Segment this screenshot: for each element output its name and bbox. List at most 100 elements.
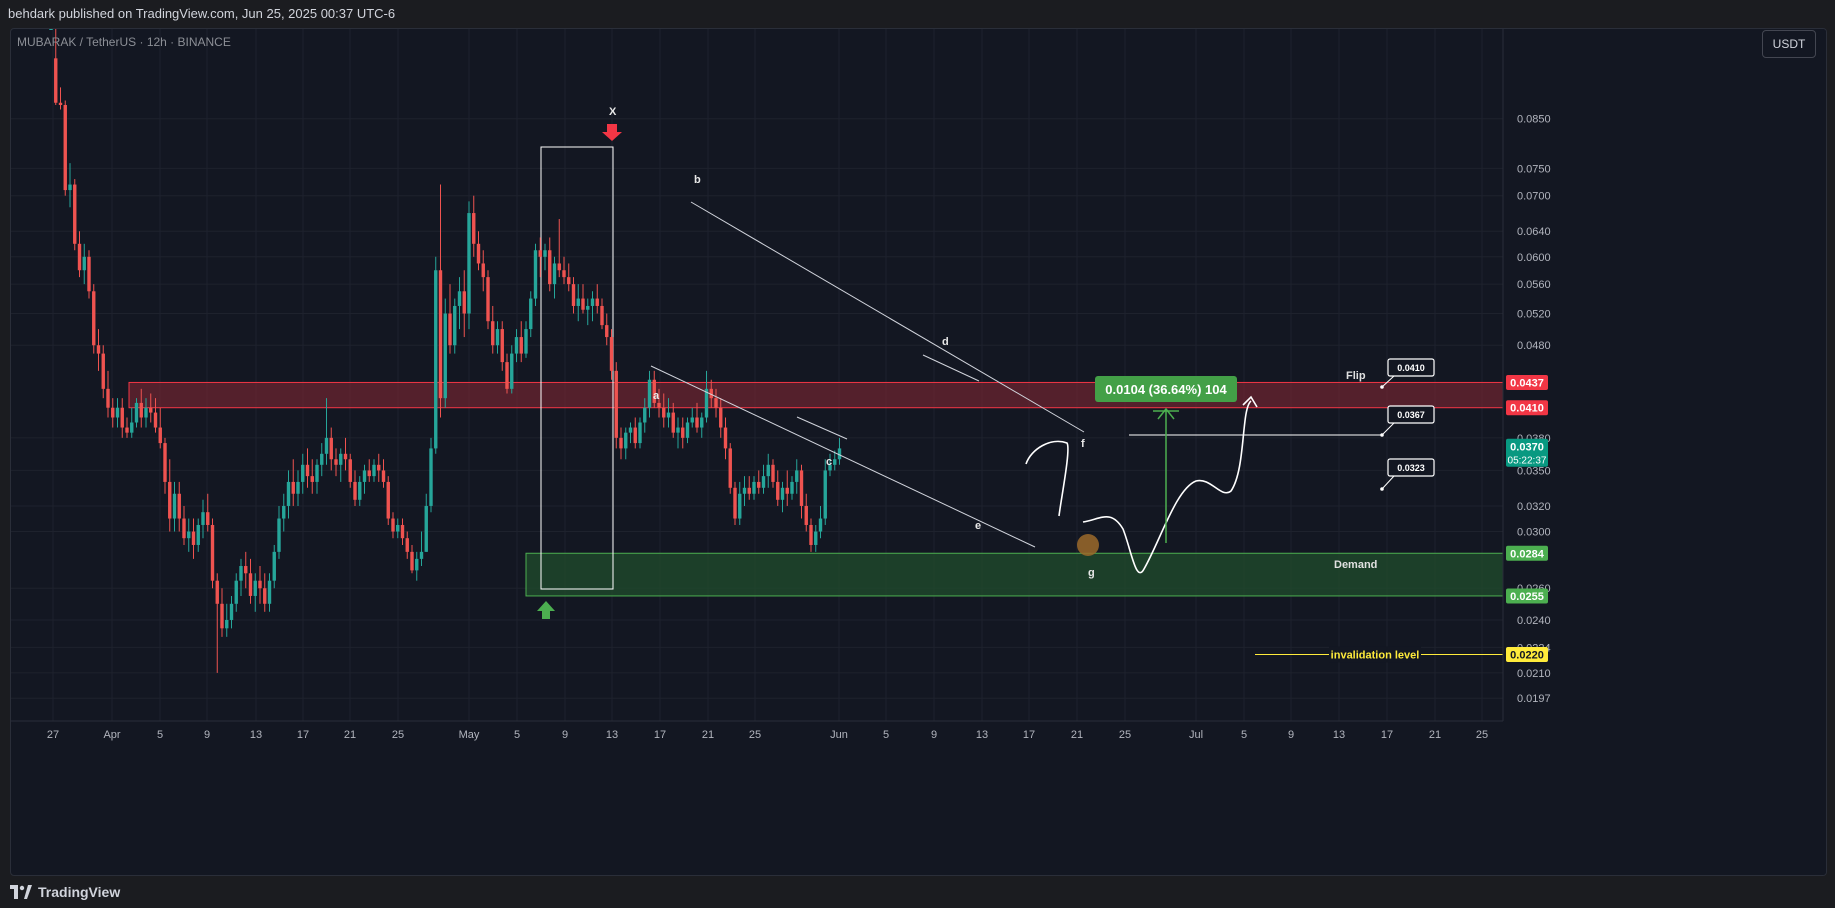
invalidation-label-bg xyxy=(1329,646,1421,663)
x-tick-label: 25 xyxy=(749,729,761,741)
candle-body xyxy=(258,580,262,589)
x-tick-label: 13 xyxy=(606,729,618,741)
candle-body xyxy=(600,305,604,326)
candle-body xyxy=(220,603,224,629)
y-tick-label: 0.0560 xyxy=(1517,279,1551,291)
candle-body xyxy=(139,402,143,418)
measure-arrow-icon xyxy=(1157,407,1175,420)
candle-body xyxy=(282,505,286,519)
candle-body xyxy=(571,284,576,306)
currency-button[interactable]: USDT xyxy=(1762,30,1816,58)
candle-body xyxy=(130,422,134,433)
y-tick-label: 0.0197 xyxy=(1517,693,1551,705)
x-tick-label: 9 xyxy=(1288,729,1294,741)
x-tick-label: 17 xyxy=(1023,729,1035,741)
candle-body xyxy=(239,566,243,581)
impulse-box xyxy=(540,146,614,590)
y-tick-label: 0.0750 xyxy=(1517,163,1551,175)
wave-label-X: X xyxy=(609,106,617,118)
candle-body xyxy=(823,470,827,519)
candle-body xyxy=(666,412,671,418)
price-label-box xyxy=(1506,374,1548,390)
x-tick-label: Apr xyxy=(103,729,120,741)
x-tick-label: 5 xyxy=(157,729,163,741)
candle-body xyxy=(619,437,623,449)
candle-body xyxy=(153,412,158,428)
symbol-label: MUBARAK / TetherUS · 12h · BINANCE xyxy=(17,35,231,49)
candle-body xyxy=(738,493,742,519)
candle-body xyxy=(657,402,661,408)
tradingview-logo[interactable]: TradingView xyxy=(10,884,120,900)
candle-body xyxy=(505,362,509,389)
price-label-box xyxy=(1506,438,1548,467)
candle-body xyxy=(662,407,666,418)
candle-body xyxy=(201,512,205,525)
candle-body xyxy=(567,277,571,285)
candle-body xyxy=(533,250,538,299)
wave-label-d: d xyxy=(942,336,949,348)
price-axis[interactable] xyxy=(1503,29,1826,875)
candle-body xyxy=(652,379,656,403)
candle-body xyxy=(391,518,395,532)
candle-body xyxy=(410,551,414,571)
candle-body xyxy=(424,505,428,552)
target-label: 0.0323 xyxy=(1397,463,1425,473)
price-chart[interactable]: Flip Demand Xa b c d e f g 0.0104 (36.64%) 104 0.0… xyxy=(11,29,1826,875)
candle-body xyxy=(125,427,129,433)
lower-trendline xyxy=(650,365,1036,548)
candle-body xyxy=(795,470,799,482)
candle-body xyxy=(462,291,466,314)
candle-body xyxy=(700,417,704,428)
candle-body xyxy=(714,398,718,408)
candle-body xyxy=(158,427,162,444)
x-tick-label: Jul xyxy=(1189,729,1203,741)
candle-body xyxy=(538,250,542,257)
candle-body xyxy=(87,256,91,292)
target-pointer xyxy=(1381,422,1395,436)
candle-body xyxy=(605,325,609,338)
candle-body xyxy=(562,270,566,278)
candle-body xyxy=(177,493,181,519)
candle-body xyxy=(776,481,780,500)
candle-body xyxy=(163,443,167,482)
candle-body xyxy=(49,29,53,30)
target-pointer xyxy=(1381,475,1395,490)
target-label: 0.0410 xyxy=(1397,363,1425,373)
candle-body xyxy=(757,481,761,488)
candle-body xyxy=(500,329,504,363)
price-label-box xyxy=(1506,545,1548,561)
candle-body xyxy=(443,313,447,399)
target-box[interactable] xyxy=(1387,458,1435,477)
candle-body xyxy=(377,464,381,471)
publish-info: behdark published on TradingView.com, Ju… xyxy=(8,6,396,21)
x-tick-label: 21 xyxy=(702,729,714,741)
candle-body xyxy=(367,470,371,477)
candle-body xyxy=(790,481,794,494)
candle-body xyxy=(101,353,105,389)
candle-body xyxy=(296,481,300,494)
candle-body xyxy=(647,379,652,408)
candle-body xyxy=(329,437,333,460)
candle-body xyxy=(747,487,751,494)
candle-body xyxy=(149,407,153,413)
candle-body xyxy=(448,313,452,346)
target-box[interactable] xyxy=(1387,405,1435,424)
candle-body xyxy=(168,481,172,519)
x-tick-label: 25 xyxy=(392,729,404,741)
candle-body xyxy=(324,437,329,454)
candle-body xyxy=(438,270,443,399)
candle-body xyxy=(353,481,357,500)
candle-body xyxy=(286,481,291,506)
x-tick-label: 27 xyxy=(47,729,59,741)
candle-body xyxy=(206,512,210,525)
candle-body xyxy=(590,298,595,306)
candle-body xyxy=(723,427,728,449)
candle-body xyxy=(187,531,191,539)
candle-body xyxy=(643,407,647,423)
target-box[interactable] xyxy=(1387,358,1435,377)
candle-body xyxy=(248,573,253,596)
candle-body xyxy=(719,407,723,428)
buy-arrow-icon xyxy=(537,601,555,619)
candle-body xyxy=(476,243,481,264)
